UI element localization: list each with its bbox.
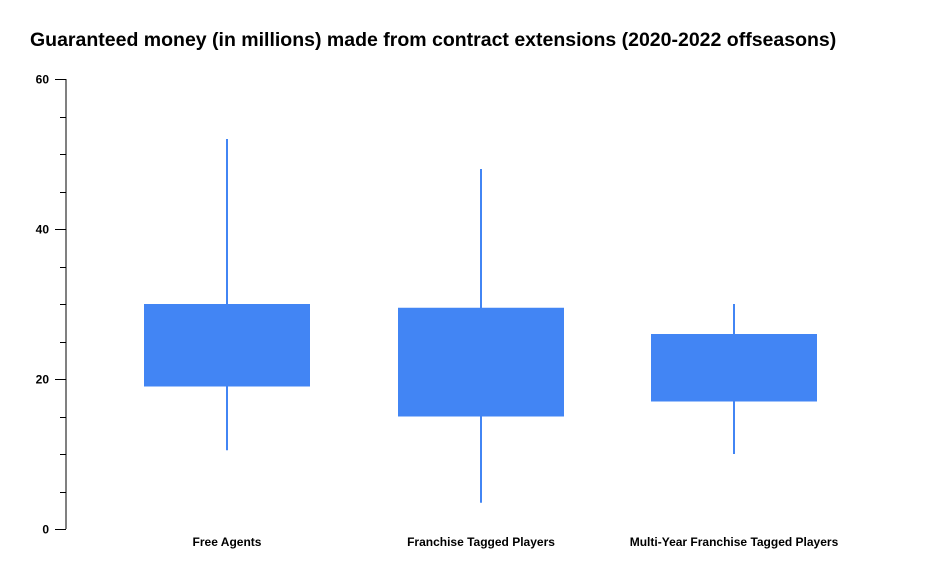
- x-category-label: Multi-Year Franchise Tagged Players: [630, 535, 839, 549]
- chart-title: Guaranteed money (in millions) made from…: [30, 29, 837, 51]
- x-category-label: Franchise Tagged Players: [407, 535, 555, 549]
- candle-box: [651, 334, 817, 402]
- y-tick-label: 60: [36, 73, 50, 87]
- x-category-label: Free Agents: [193, 535, 262, 549]
- candle-box: [398, 307, 564, 417]
- x-axis-labels: Free Agents Franchise Tagged Players Multi…: [193, 535, 839, 549]
- y-tick-label: 20: [36, 373, 50, 387]
- candlestick-3: [651, 304, 817, 454]
- chart-marks: [144, 139, 817, 503]
- y-tick-label: 40: [36, 223, 50, 237]
- candlestick-1: [144, 139, 310, 451]
- candle-box: [144, 304, 310, 387]
- y-axis: 0 20 40 60: [36, 73, 67, 537]
- y-tick-label: 0: [42, 523, 49, 537]
- candlestick-2: [398, 169, 564, 503]
